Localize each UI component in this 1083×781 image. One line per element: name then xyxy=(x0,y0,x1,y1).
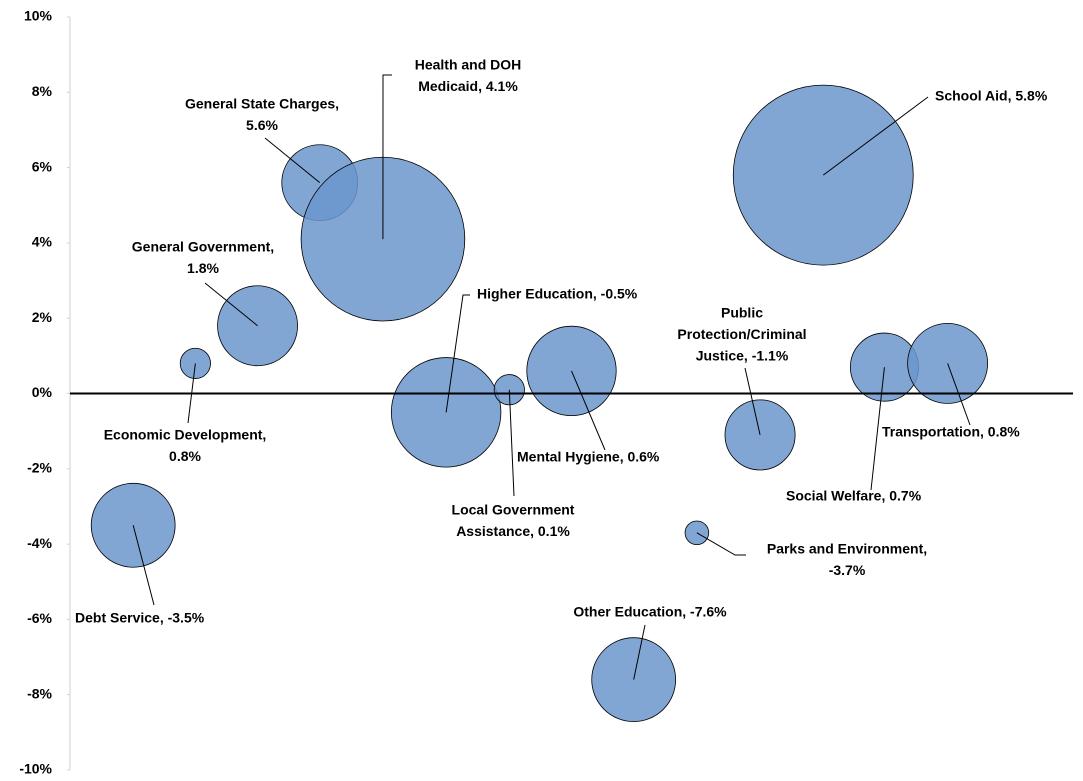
y-tick-label: 6% xyxy=(32,158,53,174)
leader-line xyxy=(744,367,761,436)
data-label: Social Welfare, 0.7% xyxy=(786,488,922,504)
leader-line xyxy=(264,137,321,184)
leader-line xyxy=(633,624,646,680)
data-label: 0.8% xyxy=(169,448,201,464)
data-label: Local Government xyxy=(452,502,575,518)
leader-line xyxy=(445,294,470,413)
data-label: Medicaid, 4.1% xyxy=(418,78,518,94)
data-label: Other Education, -7.6% xyxy=(573,604,727,620)
y-tick-label: -6% xyxy=(27,610,52,626)
y-tick-label: 0% xyxy=(32,384,53,400)
data-label: Debt Service, -3.5% xyxy=(75,610,205,626)
data-label: 5.6% xyxy=(246,117,278,133)
data-label: Transportation, 0.8% xyxy=(882,424,1020,440)
data-label: School Aid, 5.8% xyxy=(935,88,1048,104)
y-tick-label: -10% xyxy=(19,761,52,777)
data-label: 1.8% xyxy=(187,260,219,276)
y-tick-label: -4% xyxy=(27,535,52,551)
leader-line xyxy=(187,363,196,424)
data-label: Health and DOH xyxy=(415,57,522,73)
data-label: Public xyxy=(721,305,763,321)
data-label: Higher Education, -0.5% xyxy=(477,286,638,302)
data-label: Mental Hygiene, 0.6% xyxy=(517,449,660,465)
y-tick-label: -8% xyxy=(27,685,52,701)
data-label: Economic Development, xyxy=(104,427,267,443)
data-label: Justice, -1.1% xyxy=(696,348,789,364)
data-label: Assistance, 0.1% xyxy=(456,523,570,539)
y-tick-label: -2% xyxy=(27,460,52,476)
leader-line xyxy=(382,74,392,240)
leader-line xyxy=(947,363,971,426)
leader-line xyxy=(696,532,746,556)
y-tick-label: 8% xyxy=(32,83,53,99)
data-label: Protection/Criminal xyxy=(677,326,806,342)
data-label: General Government, xyxy=(132,239,274,255)
leader-line xyxy=(822,96,929,176)
leader-line xyxy=(508,389,515,497)
y-tick-label: 4% xyxy=(32,234,53,250)
data-label: -3.7% xyxy=(829,562,866,578)
y-tick-label: 10% xyxy=(24,8,53,24)
leader-line xyxy=(204,282,258,327)
y-tick-label: 2% xyxy=(32,309,53,325)
leader-line xyxy=(132,525,155,606)
data-label: General State Charges, xyxy=(185,96,339,112)
leader-line xyxy=(571,370,606,451)
data-label: Parks and Environment, xyxy=(767,541,927,557)
leader-line xyxy=(870,367,885,491)
